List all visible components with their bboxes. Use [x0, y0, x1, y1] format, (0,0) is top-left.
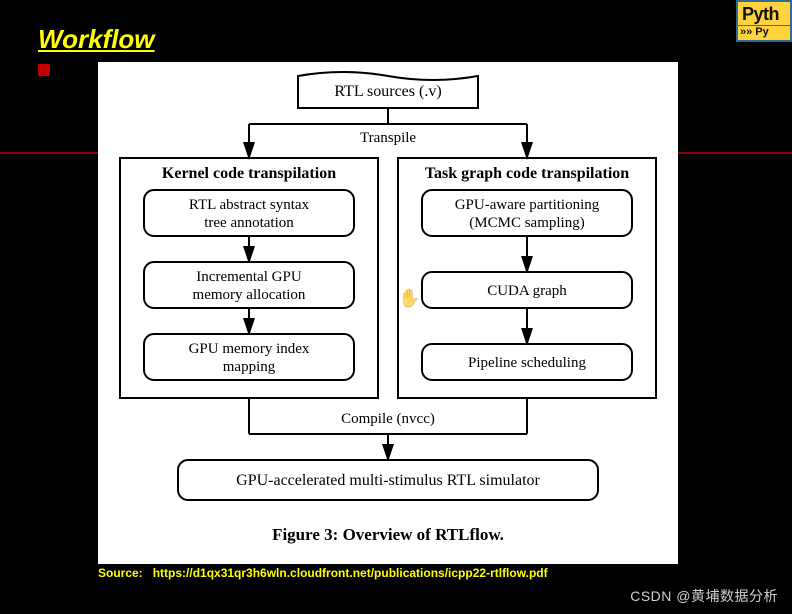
node-k2-l2: memory allocation — [193, 287, 306, 303]
node-k1-l1: RTL abstract syntax — [189, 197, 310, 213]
python-badge: Pyth »» Py — [736, 0, 792, 42]
flowchart-svg: RTL sources (.v) Transpile Kernel code t… — [98, 62, 678, 564]
watermark: CSDN @黄埔数据分析 — [630, 586, 778, 606]
node-t1-l1: GPU-aware partitioning — [455, 197, 600, 213]
node-src: RTL sources (.v) — [298, 72, 478, 108]
slide-title: Workflow — [38, 24, 155, 55]
figure-panel: RTL sources (.v) Transpile Kernel code t… — [98, 62, 678, 564]
source-label: Source: — [98, 566, 143, 580]
node-k3-l2: mapping — [223, 359, 276, 375]
node-t2-label: CUDA graph — [487, 283, 567, 299]
node-k2-l1: Incremental GPU — [196, 269, 302, 285]
edge-label-transpile: Transpile — [360, 130, 416, 146]
edge-label-compile: Compile (nvcc) — [341, 411, 435, 427]
node-k3-l1: GPU memory index — [189, 341, 310, 357]
node-t1-l2: (MCMC sampling) — [469, 215, 584, 231]
node-kernel-title: Kernel code transpilation — [162, 165, 336, 182]
node-k1-l2: tree annotation — [204, 215, 294, 231]
source-url: https://d1qx31qr3h6wln.cloudfront.net/pu… — [153, 566, 548, 580]
bullet-icon — [38, 64, 50, 76]
node-sim-label: GPU-accelerated multi-stimulus RTL simul… — [236, 472, 540, 489]
source-line: Source: https://d1qx31qr3h6wln.cloudfron… — [98, 566, 548, 580]
figure-caption: Figure 3: Overview of RTLflow. — [272, 525, 504, 544]
node-src-label: RTL sources (.v) — [334, 83, 441, 100]
badge-top: Pyth — [738, 2, 790, 25]
node-t3-label: Pipeline scheduling — [468, 355, 586, 371]
node-task-title: Task graph code transpilation — [425, 165, 629, 182]
badge-bottom: »» Py — [738, 25, 790, 40]
